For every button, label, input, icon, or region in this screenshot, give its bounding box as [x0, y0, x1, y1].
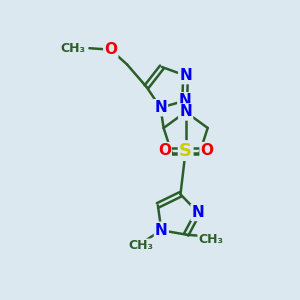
- Text: N: N: [178, 93, 191, 108]
- Text: CH₃: CH₃: [60, 42, 85, 55]
- Text: S: S: [179, 142, 192, 160]
- Text: N: N: [154, 100, 167, 115]
- Text: CH₃: CH₃: [128, 239, 153, 252]
- Text: N: N: [179, 68, 192, 83]
- Text: N: N: [155, 223, 168, 238]
- Text: N: N: [179, 104, 192, 119]
- Text: O: O: [158, 143, 171, 158]
- Text: N: N: [192, 205, 204, 220]
- Text: O: O: [201, 143, 214, 158]
- Text: O: O: [104, 42, 117, 57]
- Text: CH₃: CH₃: [198, 232, 223, 246]
